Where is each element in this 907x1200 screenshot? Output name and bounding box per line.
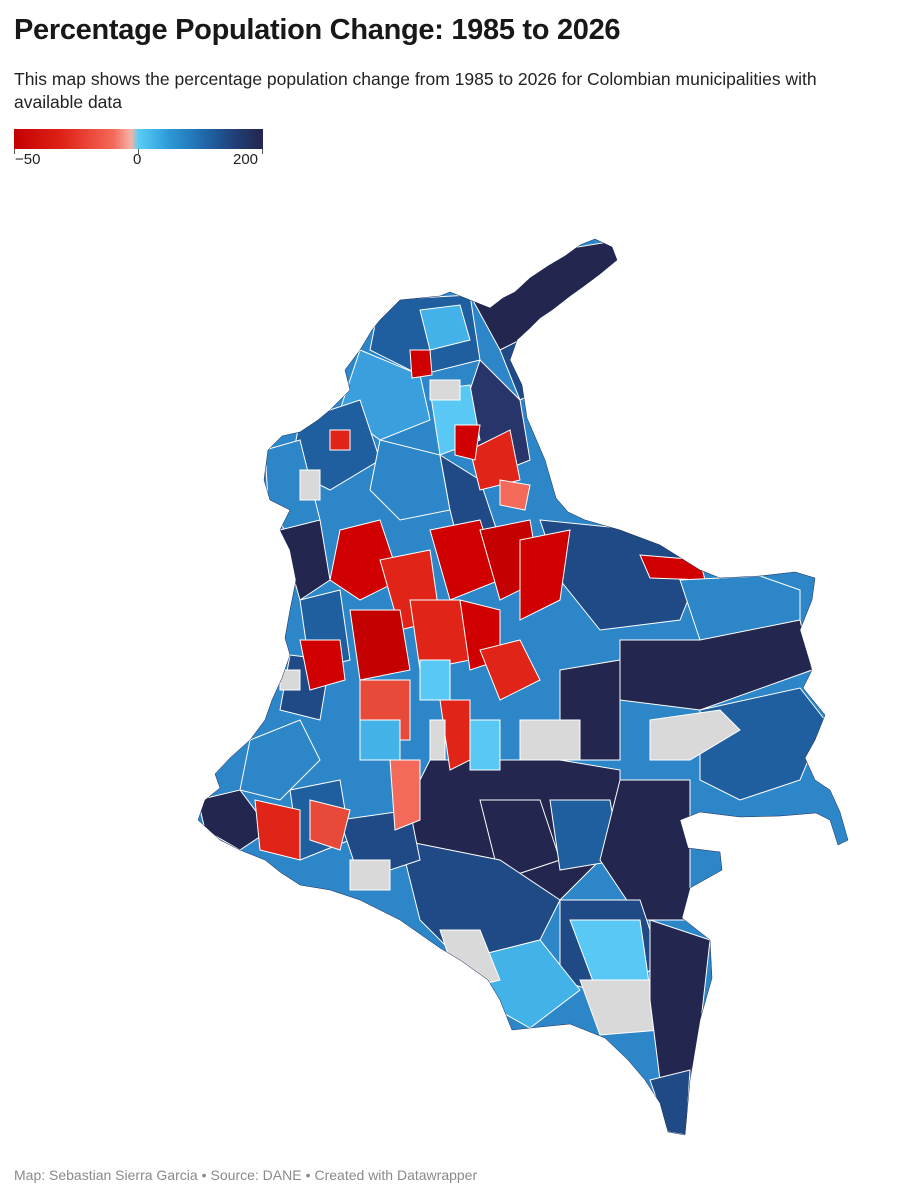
tool-credit[interactable]: Created with Datawrapper	[314, 1167, 478, 1183]
map-footer: Map: Sebastian Sierra Garcia • Source: DAN…	[14, 1167, 478, 1183]
source-credit: Source: DANE	[210, 1167, 302, 1183]
map-subtitle: This map shows the percentage population…	[14, 69, 817, 112]
map-title: Percentage Population Change: 1985 to 20…	[14, 14, 621, 46]
legend-ticks: −50 0 200	[14, 149, 264, 171]
color-legend: −50 0 200	[14, 129, 264, 171]
legend-min-label: −50	[15, 151, 41, 168]
legend-gradient-bar	[14, 129, 263, 149]
map-credit: Map: Sebastian Sierra Garcia	[14, 1167, 198, 1183]
legend-mid-label: 0	[133, 151, 142, 168]
country-outline	[197, 238, 849, 1136]
colombia-choropleth-map[interactable]	[0, 200, 907, 1150]
legend-max-label: 200	[233, 151, 259, 168]
